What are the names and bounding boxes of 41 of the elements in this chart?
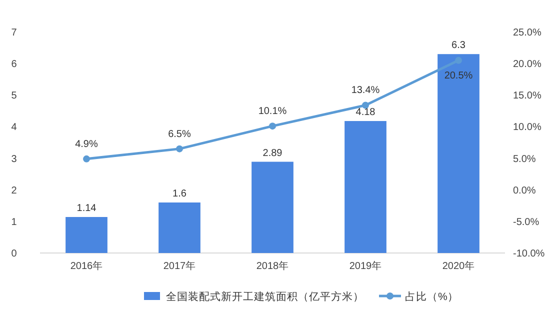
data-label: 20.5% xyxy=(444,70,473,82)
x-tick-label: 2020年 xyxy=(442,260,475,272)
data-label: 13.4% xyxy=(351,85,380,96)
data-label: 1.6 xyxy=(172,188,187,200)
y-tick-label: 0 xyxy=(11,248,18,260)
x-tick-label: 2018年 xyxy=(256,260,289,272)
y2-tick-label: 20.0% xyxy=(513,59,542,70)
y-tick-label: 3 xyxy=(11,154,18,165)
y2-tick-label: -10.0% xyxy=(513,248,545,260)
x-tick-label: 2017年 xyxy=(163,260,196,272)
y-tick-label: 4 xyxy=(11,122,18,134)
bar xyxy=(438,54,480,253)
data-label: 2.89 xyxy=(262,148,283,159)
legend-label: 全国装配式新开工建筑面积（亿平方米） xyxy=(166,290,364,303)
x-tick-label: 2016年 xyxy=(70,260,103,272)
data-label: 4.18 xyxy=(356,107,376,118)
bar xyxy=(66,217,108,253)
legend-label: 占比（%） xyxy=(405,290,458,303)
y-tick-label: 2 xyxy=(11,185,18,196)
x-tick-label: 2019年 xyxy=(349,260,382,272)
y-tick-label: 7 xyxy=(11,28,18,38)
y2-tick-label: -5.0% xyxy=(513,216,540,228)
data-label: 10.1% xyxy=(258,106,287,118)
point xyxy=(176,145,183,152)
bar xyxy=(158,202,200,253)
data-label: 4.9% xyxy=(75,138,98,150)
data-label: 6.5% xyxy=(168,128,192,140)
data-label: 6.3 xyxy=(452,40,466,52)
data-label: 1.14 xyxy=(76,203,97,214)
y-tick-label: 1 xyxy=(11,216,18,228)
y2-tick-label: 5.0% xyxy=(513,154,536,165)
y2-tick-label: 10.0% xyxy=(513,122,542,134)
bar xyxy=(252,162,294,253)
y-tick-label: 5 xyxy=(11,90,18,102)
bar xyxy=(344,121,386,253)
y-tick-label: 6 xyxy=(11,59,18,70)
y2-tick-label: 0.0% xyxy=(513,185,536,196)
y2-tick-label: 15.0% xyxy=(513,90,542,102)
y2-tick-label: 25.0% xyxy=(513,28,542,38)
point xyxy=(83,155,90,162)
point xyxy=(269,122,276,130)
